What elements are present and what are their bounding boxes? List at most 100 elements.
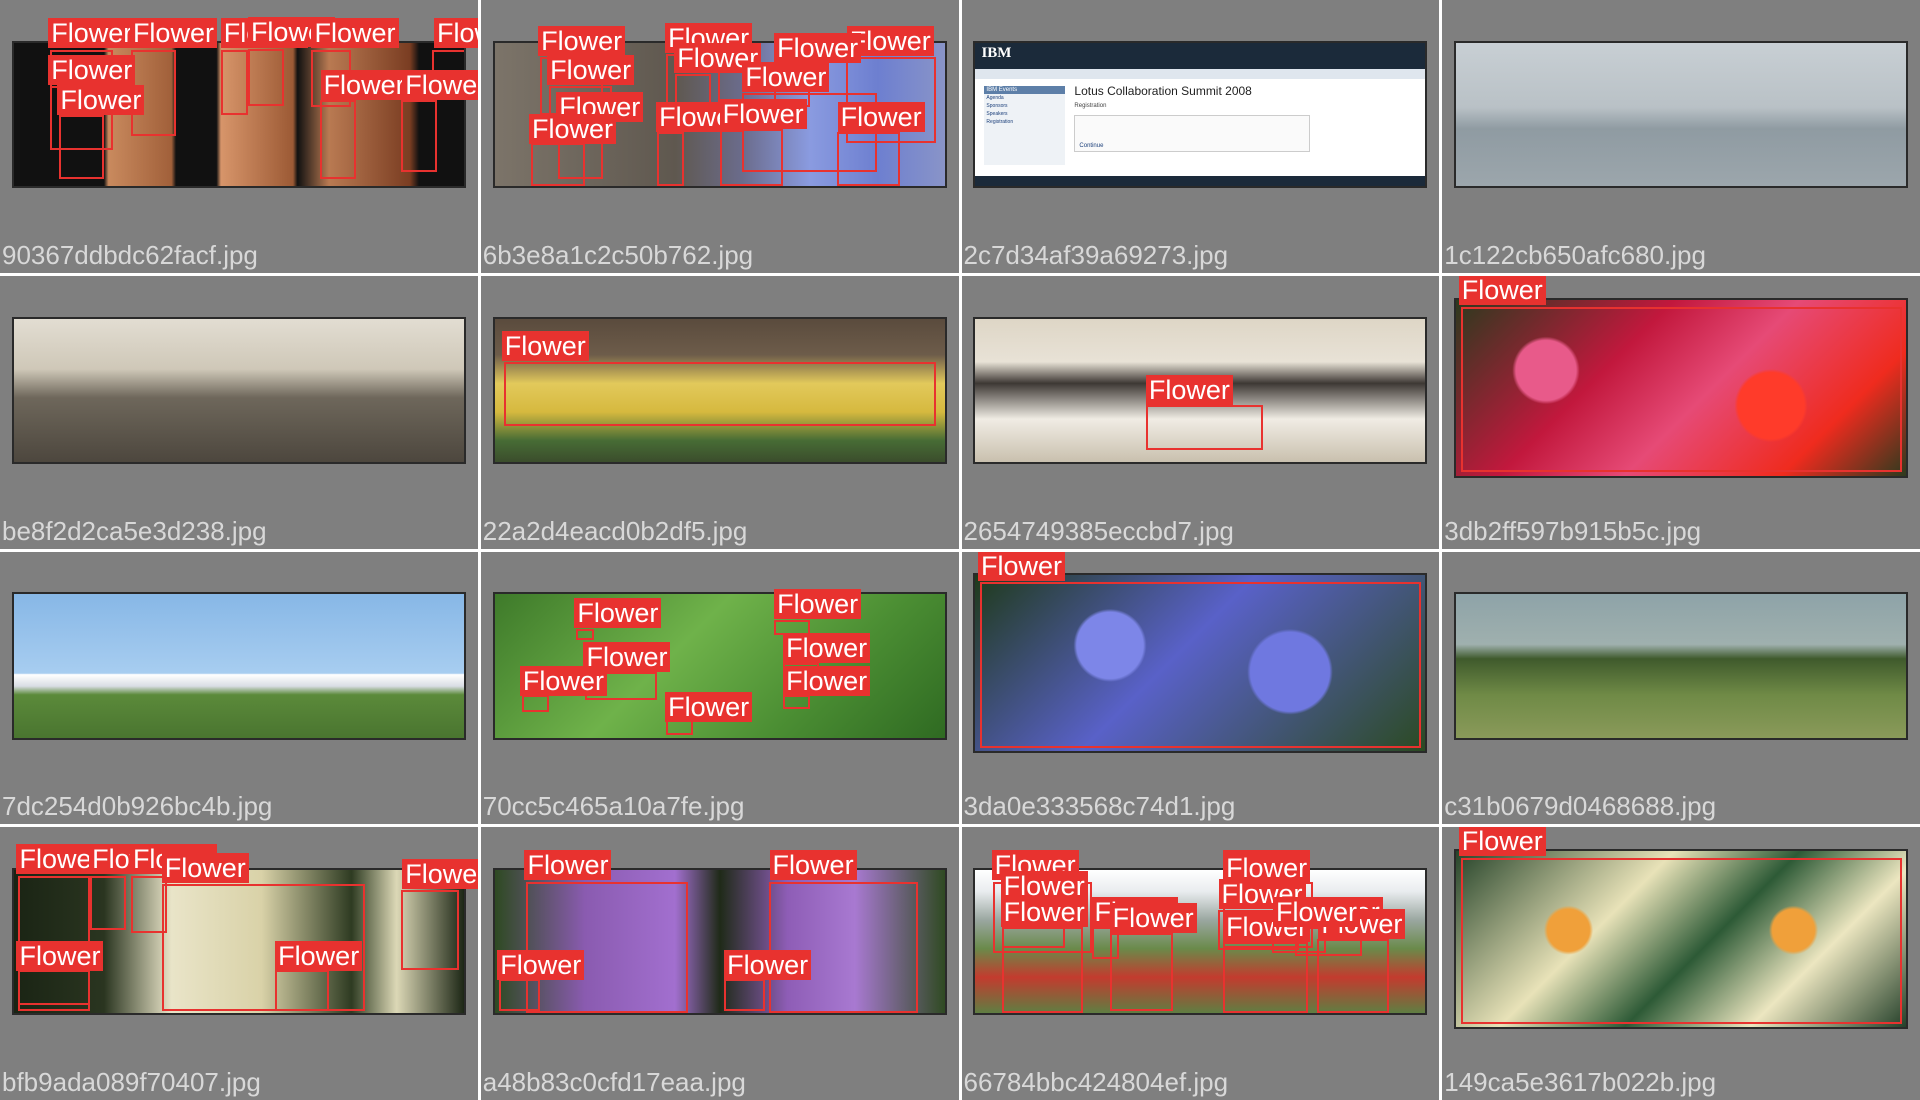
- image-filename: 3da0e333568c74d1.jpg: [963, 791, 1236, 822]
- image-filename: c31b0679d0468688.jpg: [1444, 791, 1717, 822]
- detection-box: [530, 143, 585, 187]
- grid-cell[interactable]: 1c122cb650afc680.jpg: [1442, 0, 1920, 273]
- thumbnail-image[interactable]: [973, 573, 1428, 754]
- detection-label: Flower: [574, 597, 662, 628]
- detection-box: [845, 57, 936, 144]
- detection-box: [130, 875, 167, 934]
- detection-box: [58, 114, 104, 180]
- detection-box: [319, 100, 356, 180]
- ibm-page-title: Lotus Collaboration Summit 2008: [1074, 84, 1252, 99]
- detection-label: Flower: [497, 950, 585, 981]
- detection-box: [400, 100, 437, 172]
- thumbnail-image[interactable]: [1454, 849, 1909, 1030]
- grid-cell[interactable]: Flower 22a2d4eacd0b2df5.jpg: [480, 275, 959, 549]
- ibm-sidebar-item[interactable]: Sponsors: [986, 102, 1008, 109]
- ibm-continue-button[interactable]: Continue: [1079, 143, 1104, 150]
- detection-box: [400, 890, 460, 971]
- detection-box: [1460, 858, 1902, 1024]
- detection-label: Flower: [783, 633, 871, 664]
- grid-cell[interactable]: Flower 149ca5e3617b022b.jpg: [1442, 827, 1920, 1100]
- detection-label: Flower: [16, 941, 104, 972]
- grid-cell[interactable]: Flower 2654749385eccbd7.jpg: [961, 275, 1440, 549]
- thumbnail-image[interactable]: [11, 868, 466, 1016]
- thumbnail-image[interactable]: [1454, 297, 1909, 478]
- thumbnail-image[interactable]: [1454, 592, 1909, 740]
- detection-label: Flower: [846, 25, 934, 56]
- detection-label: Flower: [161, 852, 249, 883]
- detection-label: Flower: [48, 18, 136, 49]
- image-filename: 1c122cb650afc680.jpg: [1444, 239, 1706, 270]
- grid-cell[interactable]: IBM IBM Events Agenda Sponsors Speakers Reg…: [961, 0, 1440, 273]
- detection-label: Flower: [719, 99, 807, 130]
- detection-label: Flower: [774, 588, 862, 619]
- image-filename: 6b3e8a1c2c50b762.jpg: [482, 239, 754, 270]
- image-filename: 22a2d4eacd0b2df5.jpg: [482, 515, 748, 546]
- detection-label: Flower: [547, 55, 635, 86]
- detection-label: Flower: [519, 665, 607, 696]
- detection-box: [1146, 404, 1264, 451]
- detection-label: Flower: [402, 69, 478, 100]
- ibm-sidebar-item[interactable]: Agenda: [986, 94, 1004, 101]
- thumbnail-image[interactable]: [11, 592, 466, 740]
- detection-box: [526, 881, 689, 1014]
- detection-label: Flower: [16, 844, 104, 875]
- detection-box: [247, 48, 284, 106]
- detection-label: Flower: [434, 18, 478, 49]
- detection-box: [724, 979, 765, 1011]
- detection-box: [782, 694, 810, 710]
- detection-label: Flower: [1458, 275, 1546, 305]
- detection-box: [1002, 927, 1084, 1014]
- ibm-sidebar: IBM Events Agenda Sponsors Speakers Registr…: [984, 85, 1066, 165]
- thumbnail-image[interactable]: IBM IBM Events Agenda Sponsors Speakers Reg…: [973, 40, 1428, 189]
- detection-box: [665, 720, 693, 735]
- ibm-nav-bar: [975, 68, 1426, 79]
- detection-box: [499, 979, 540, 1011]
- ibm-sidebar-item[interactable]: Speakers: [986, 110, 1008, 117]
- detection-label: Flower: [538, 25, 626, 56]
- grid-cell[interactable]: 7dc254d0b926bc4b.jpg: [0, 551, 478, 825]
- detection-label: Flower: [57, 84, 145, 115]
- detection-label: Flower: [774, 33, 862, 63]
- thumbnail-image[interactable]: [1454, 40, 1909, 189]
- image-filename: a48b83c0cfd17eaa.jpg: [482, 1067, 746, 1097]
- grid-cell[interactable]: Flower 3db2ff597b915b5c.jpg: [1442, 275, 1920, 549]
- detection-label: Flower: [1458, 827, 1546, 857]
- detection-box: [503, 361, 936, 427]
- thumbnail-image[interactable]: [11, 316, 466, 464]
- detection-label: Flower: [402, 858, 478, 889]
- ibm-sidebar-item[interactable]: Registration: [986, 118, 1014, 125]
- detection-label: Flower: [129, 18, 217, 49]
- ibm-content-box: Continue: [1074, 114, 1311, 153]
- detection-label: Flower: [1223, 852, 1311, 883]
- detection-box: [18, 875, 91, 1005]
- detection-box: [1092, 927, 1120, 959]
- detection-label: Flower: [1145, 375, 1233, 406]
- detection-box: [979, 582, 1421, 748]
- detection-box: [220, 50, 248, 115]
- detection-label: Flower: [769, 849, 857, 880]
- grid-cell[interactable]: FlowerFlowerFlowerFlowerFlowerFlowerFlow…: [0, 827, 478, 1100]
- detection-box: [1222, 941, 1309, 1014]
- image-filename: 3db2ff597b915b5c.jpg: [1444, 515, 1702, 546]
- grid-cell[interactable]: Flower 3da0e333568c74d1.jpg: [961, 551, 1440, 825]
- grid-cell[interactable]: be8f2d2ca5e3d238.jpg: [0, 275, 478, 549]
- detection-label: Flower: [742, 62, 830, 93]
- ibm-footer: [975, 176, 1426, 187]
- detection-label: Flower: [1000, 897, 1088, 928]
- grid-cell[interactable]: Flower Flower Flower Flower a48b83c0cfd17eaa…: [480, 827, 959, 1100]
- grid-cell[interactable]: c31b0679d0468688.jpg: [1442, 551, 1920, 825]
- thumbnail-image[interactable]: [492, 868, 947, 1016]
- detection-label: Flower: [1109, 902, 1197, 933]
- image-filename: 149ca5e3617b022b.jpg: [1444, 1067, 1717, 1097]
- ibm-page-subtitle: Registration: [1074, 103, 1107, 110]
- detection-box: [521, 694, 549, 712]
- detection-box: [90, 875, 127, 931]
- detection-box: [1110, 933, 1174, 1011]
- detection-box: [18, 970, 91, 1011]
- ibm-sidebar-header: IBM Events: [984, 85, 1066, 94]
- detection-label: Flower: [501, 330, 589, 361]
